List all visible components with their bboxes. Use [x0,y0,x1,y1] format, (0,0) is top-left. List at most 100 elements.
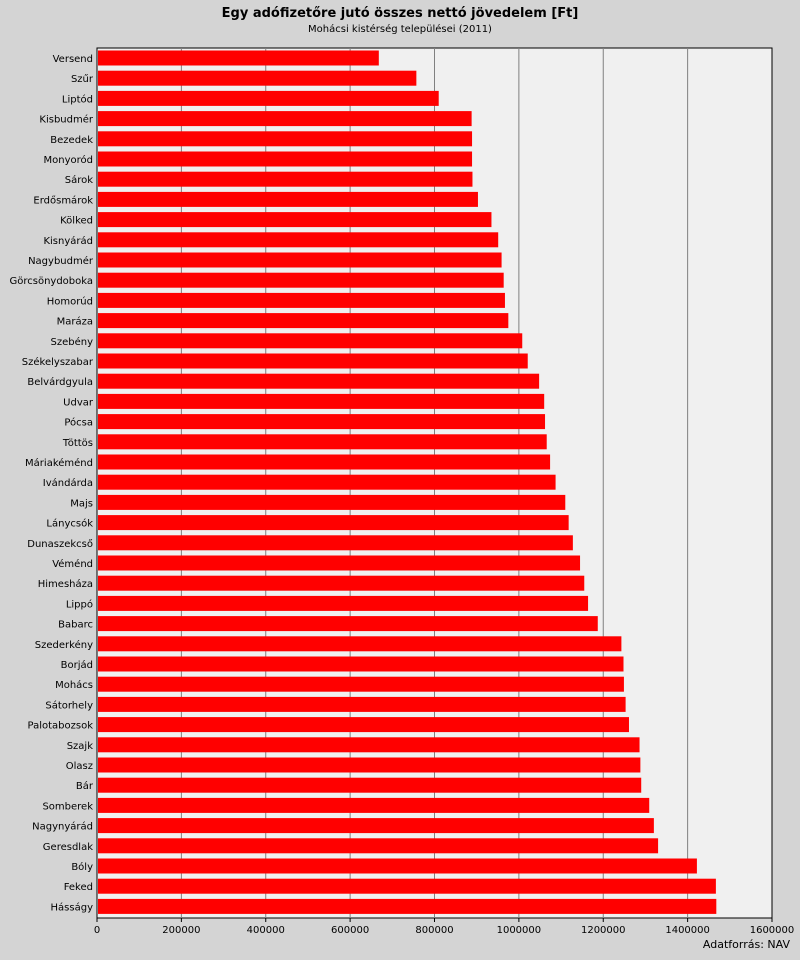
bar [98,50,379,66]
bar [98,777,642,793]
category-label: Szederkény [35,639,93,651]
bar [98,292,505,308]
category-label: Pócsa [64,417,93,429]
chart-title: Egy adófizetőre jutó összes nettó jövede… [221,6,579,21]
bar [98,313,509,329]
bar [98,111,472,127]
category-label: Dunaszekcső [27,538,93,550]
bar [98,414,546,430]
bar [98,232,499,248]
bar [98,474,556,490]
category-label: Lánycsók [46,518,93,530]
category-label: Somberek [42,801,93,812]
bar [98,515,569,531]
category-label: Bóly [71,861,93,873]
category-label: Palotabozsok [28,721,94,732]
bar [98,636,622,652]
category-label: Nagynyárád [32,821,93,833]
bar [98,696,626,712]
bar [98,70,417,86]
bar [98,191,478,207]
category-label: Udvar [63,397,94,408]
bar [98,393,545,409]
bar [98,878,716,894]
bar [98,838,659,854]
category-label: Majs [70,498,93,509]
category-label: Bár [76,780,94,792]
category-label: Versend [53,54,93,65]
category-label: Ivándárda [43,477,93,489]
category-label: Görcsönydoboka [9,276,93,287]
bar [98,797,650,813]
bar [98,333,523,349]
bar [98,131,473,147]
category-label: Nagybudmér [28,255,94,267]
x-tick-label: 1000000 [497,925,542,936]
category-label: Himesháza [38,578,93,590]
bar [98,272,504,288]
bar [98,353,528,369]
category-label: Kisnyárád [43,235,93,247]
bars [98,50,717,914]
bar [98,494,566,510]
bar [98,898,717,914]
category-label: Geresdlak [43,842,93,853]
x-tick-label: 600000 [331,925,369,936]
x-tick-label: 400000 [247,925,285,936]
bar [98,737,640,753]
x-tick-labels: 0 200000 400000 600000 800000 1000000 1200000 1… [94,918,794,936]
bar [98,151,473,167]
category-label: Kisbudmér [39,114,93,126]
category-label: Hásságy [51,901,94,913]
category-label: Szajk [67,741,94,752]
bar [98,434,547,450]
category-label: Homorúd [47,295,93,307]
bar [98,757,641,773]
bar [98,858,697,874]
category-label: Maráza [57,316,93,328]
category-label: Kölked [60,216,93,227]
x-tick-label: 800000 [415,925,453,936]
chart-subtitle: Mohácsi kistérség települései (2011) [308,24,492,35]
x-tick-label: 1200000 [581,925,626,936]
bar [98,90,439,106]
bar [98,171,473,187]
bar [98,454,551,470]
bar [98,656,624,672]
x-tick-label: 1600000 [750,925,795,936]
source-note: Adatforrás: NAV [702,938,790,951]
bar [98,575,585,591]
category-label: Szűr [71,73,94,85]
category-label: Szebény [50,336,93,348]
category-label: Monyoród [44,154,93,166]
category-label: Feked [64,882,93,893]
x-tick-label: 0 [94,925,100,936]
bar [98,676,624,692]
bar [98,252,502,268]
category-label: Borjád [61,659,93,671]
category-label: Sátorhely [45,699,93,711]
category-label: Máriakéménd [25,457,93,469]
category-label: Olasz [66,761,93,772]
category-label: Erdősmárok [33,194,93,206]
x-tick-label: 200000 [162,925,200,936]
bar [98,595,589,611]
bar [98,555,581,571]
category-label: Liptód [62,93,93,105]
category-label: Bezedek [50,135,93,146]
category-label: Babarc [58,620,93,631]
category-label: Sárok [65,174,93,186]
bar [98,373,540,389]
category-label: Mohács [55,679,93,691]
x-tick-label: 1400000 [665,925,710,936]
bar [98,212,492,228]
bar [98,717,629,733]
category-label: Véménd [52,558,93,570]
category-label: Belvárdgyula [27,376,93,388]
category-label: Lippó [66,598,93,610]
bar [98,535,573,551]
bar [98,616,598,632]
category-label: Székelyszabar [22,356,94,368]
bar [98,818,654,834]
